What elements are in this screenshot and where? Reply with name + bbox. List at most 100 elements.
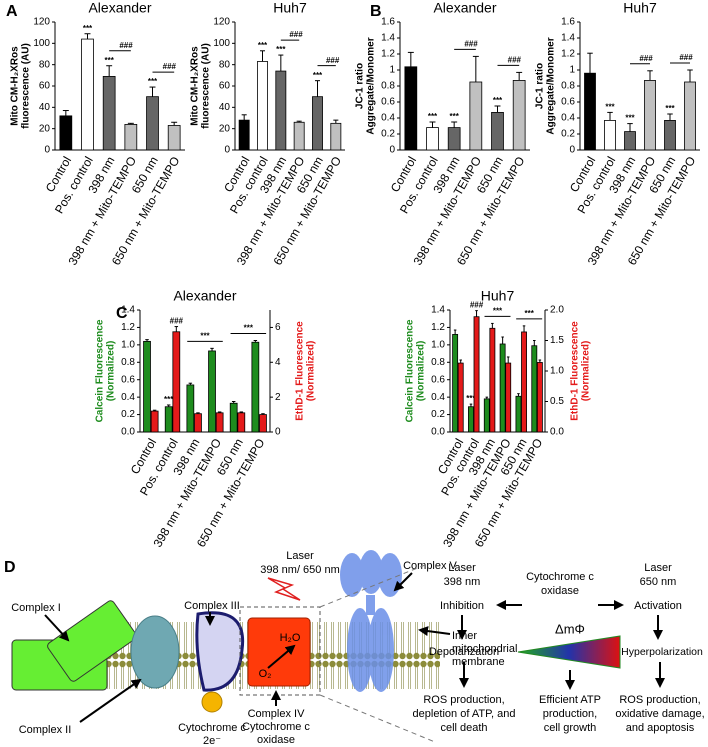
bar bbox=[150, 410, 159, 433]
axis-label: (Normalized) bbox=[416, 341, 427, 402]
significance: *** bbox=[428, 112, 438, 121]
y-tick-label: 20 bbox=[39, 123, 51, 134]
y-tick-label: 0.8 bbox=[121, 357, 135, 368]
y-tick-label: 0.2 bbox=[561, 129, 575, 140]
axis-label: Calcein Fluorescence bbox=[405, 319, 416, 422]
y-tick-label: 0 bbox=[224, 145, 230, 156]
y-tick-label: 0.8 bbox=[381, 81, 395, 92]
y-tick-label: 0.0 bbox=[121, 427, 135, 438]
cytochrome-c bbox=[201, 691, 223, 713]
bar bbox=[536, 362, 543, 433]
y-tick-label: 0.2 bbox=[431, 409, 445, 420]
y-tick-label: 0.0 bbox=[431, 427, 445, 438]
flow-label: Laser bbox=[644, 562, 672, 574]
significance: *** bbox=[83, 24, 93, 33]
bar bbox=[81, 38, 94, 151]
significance: *** bbox=[148, 77, 158, 86]
y-tick-label: 0.6 bbox=[431, 374, 445, 385]
zoom-line bbox=[319, 694, 436, 743]
bar bbox=[167, 125, 181, 151]
y-tick-label: 1.5 bbox=[550, 335, 564, 346]
significance: ### bbox=[289, 30, 303, 39]
significance: *** bbox=[200, 331, 210, 340]
bar bbox=[293, 121, 305, 151]
bar bbox=[164, 406, 173, 433]
chart-title: Huh7 bbox=[273, 0, 307, 16]
chart-title: Alexander bbox=[173, 288, 236, 304]
chart-title: Alexander bbox=[88, 0, 151, 16]
y-tick-label: 120 bbox=[213, 17, 230, 28]
bar bbox=[505, 362, 512, 433]
flow-label: oxidative damage, bbox=[615, 708, 704, 720]
lightning bbox=[267, 577, 301, 601]
y-tick-label: 1.2 bbox=[121, 322, 135, 333]
bar bbox=[194, 413, 202, 433]
label: Inner bbox=[452, 630, 477, 642]
flow-label: 650 nm bbox=[640, 576, 677, 588]
y-tick-label: 0.4 bbox=[561, 113, 575, 124]
y-tick-label: 20 bbox=[219, 123, 231, 134]
significance: ### bbox=[639, 54, 653, 63]
zoom-line bbox=[319, 564, 426, 608]
axis-label: Mito CM-H₂XRos bbox=[190, 46, 201, 126]
complex-1 bbox=[47, 600, 137, 682]
flow-label: Depolarization bbox=[429, 646, 499, 658]
flow-label: ROS production, bbox=[423, 694, 504, 706]
bar bbox=[172, 331, 181, 433]
y-tick-label: 100 bbox=[33, 38, 50, 49]
panel-label: C bbox=[116, 305, 128, 322]
y-tick-label: 1.2 bbox=[431, 322, 445, 333]
y-tick-label: 0.8 bbox=[431, 357, 445, 368]
panel-label: A bbox=[6, 3, 18, 20]
y-tick-label: 0.5 bbox=[550, 396, 564, 407]
bar bbox=[146, 96, 159, 151]
y-tick-label: 0.6 bbox=[561, 97, 575, 108]
y-tick-label: 0 bbox=[275, 427, 281, 438]
flow-label: cell growth bbox=[544, 722, 597, 734]
bar bbox=[312, 96, 323, 151]
y-tick-label: 1 bbox=[569, 65, 575, 76]
bar bbox=[404, 66, 418, 151]
flow-label: ROS production, bbox=[619, 694, 700, 706]
y-tick-label: 2.0 bbox=[550, 305, 564, 316]
flow-label: oxidase bbox=[541, 585, 579, 597]
arrow bbox=[393, 572, 413, 592]
label: H₂O bbox=[280, 632, 301, 644]
bar bbox=[515, 395, 522, 433]
y-tick-label: 40 bbox=[39, 102, 51, 113]
y-tick-label: 0.6 bbox=[121, 374, 135, 385]
axis-label: fluorescence (AU) bbox=[201, 43, 212, 129]
y-tick-label: 4 bbox=[275, 357, 281, 368]
arrow bbox=[267, 644, 296, 669]
bar bbox=[664, 120, 676, 151]
significance: ### bbox=[508, 56, 522, 65]
significance: ### bbox=[464, 40, 478, 49]
bar bbox=[215, 412, 224, 433]
y-tick-label: 1.4 bbox=[121, 305, 135, 316]
bar bbox=[491, 112, 504, 151]
y-tick-label: 0.4 bbox=[381, 113, 395, 124]
y-tick-label: 1.6 bbox=[381, 17, 395, 28]
y-tick-label: 0.0 bbox=[550, 427, 564, 438]
flow-label: ΔmΦ bbox=[555, 621, 585, 636]
label: Laser bbox=[286, 550, 314, 562]
y-tick-label: 1.2 bbox=[561, 49, 575, 60]
significance: *** bbox=[524, 309, 534, 318]
significance: ### bbox=[170, 317, 184, 326]
diagram: H₂O O₂ Laser 398 nm/ 650 nm Complex I Co… bbox=[11, 550, 704, 747]
bar bbox=[143, 340, 151, 433]
significance: *** bbox=[625, 114, 635, 123]
flow-label: and apoptosis bbox=[626, 722, 695, 734]
significance: ### bbox=[163, 62, 177, 71]
y-tick-label: 1.2 bbox=[381, 49, 395, 60]
panel-label: D bbox=[4, 559, 16, 576]
label: O₂ bbox=[259, 668, 272, 680]
y-tick-label: 0 bbox=[44, 145, 50, 156]
bar bbox=[238, 119, 250, 151]
significance: *** bbox=[466, 394, 476, 403]
significance: *** bbox=[258, 41, 268, 50]
label: Cytochrome c bbox=[242, 721, 310, 733]
significance: ### bbox=[679, 53, 693, 62]
complex-4 bbox=[247, 617, 311, 687]
